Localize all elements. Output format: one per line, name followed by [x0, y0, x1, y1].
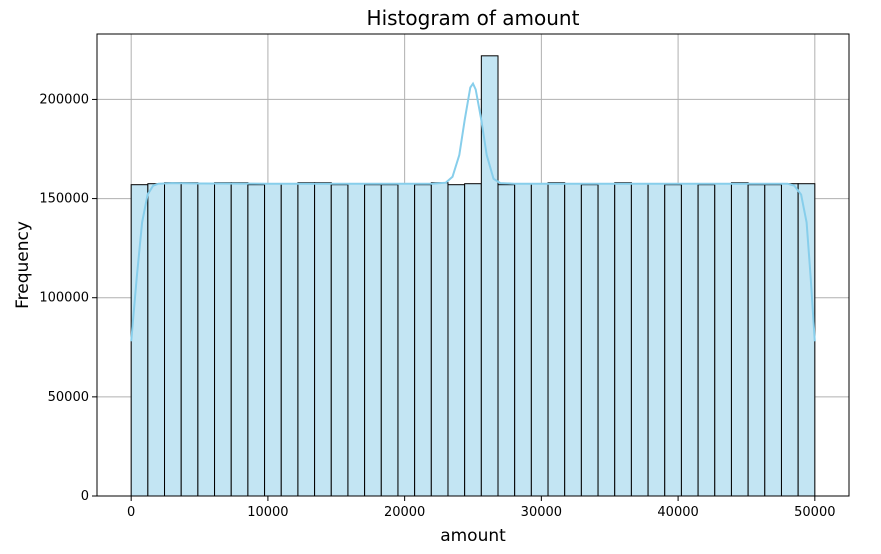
y-axis-ticks: 0 50000 100000 150000 200000	[39, 92, 97, 504]
histogram-bar	[264, 183, 282, 497]
y-axis-label: Frequency	[13, 221, 33, 309]
histogram-bar	[614, 182, 632, 497]
x-axis-label: amount	[440, 526, 506, 546]
histogram-bar	[347, 183, 366, 497]
x-tick-label: 30000	[521, 505, 562, 520]
kde-curve-layer	[130, 81, 816, 342]
histogram-bar	[664, 184, 682, 497]
x-tick-label: 10000	[247, 505, 288, 520]
histogram-bar	[597, 183, 616, 497]
plot-frame	[96, 33, 850, 497]
histogram-bar	[697, 184, 716, 497]
x-tick-label: 50000	[794, 505, 835, 520]
histogram-bar	[180, 182, 199, 497]
y-tick-label: 100000	[39, 291, 89, 306]
kde-curve	[130, 81, 816, 342]
histogram-bar	[447, 184, 466, 497]
histogram-bar	[297, 182, 316, 497]
histogram-bar	[330, 184, 349, 497]
histogram-bar	[380, 184, 399, 497]
x-axis-ticks: 0 10000 20000 30000 40000 50000	[127, 496, 835, 520]
x-tick-label: 20000	[384, 505, 425, 520]
y-tick-label: 150000	[39, 192, 89, 207]
histogram-bars	[130, 55, 816, 497]
histogram-bar	[130, 184, 149, 497]
histogram-bar	[497, 184, 516, 497]
histogram-bar	[280, 183, 299, 497]
histogram-bar	[764, 184, 782, 497]
histogram-bar	[547, 182, 566, 497]
y-tick-label: 0	[81, 489, 89, 504]
histogram-bar	[430, 182, 449, 497]
histogram-bar	[714, 183, 732, 497]
x-tick-label: 0	[127, 505, 135, 520]
histogram-bar	[514, 183, 532, 497]
histogram-bar	[147, 183, 166, 497]
histogram-bar	[630, 183, 649, 497]
histogram-bar	[747, 184, 766, 497]
histogram-bar	[780, 183, 799, 497]
x-tick-label: 40000	[657, 505, 698, 520]
histogram-bar	[364, 184, 382, 497]
histogram-bar	[580, 184, 599, 497]
y-tick-label: 50000	[48, 390, 89, 405]
histogram-bar	[730, 182, 749, 497]
histogram-bar	[647, 183, 666, 497]
histogram-bar	[414, 184, 432, 497]
histogram-bar	[564, 183, 582, 497]
y-tick-label: 200000	[39, 92, 89, 107]
chart-title: Histogram of amount	[367, 6, 580, 30]
histogram-bar	[530, 183, 549, 497]
histogram-bar	[164, 182, 182, 497]
histogram-bar	[247, 184, 266, 497]
histogram-bar	[230, 182, 249, 497]
histogram-bar	[314, 182, 332, 497]
histogram-bar	[464, 183, 482, 497]
histogram-bar	[680, 183, 699, 497]
histogram-bar	[480, 55, 499, 497]
histogram-bar	[197, 183, 216, 497]
histogram-bar	[214, 182, 232, 497]
histogram-bar	[397, 183, 416, 497]
